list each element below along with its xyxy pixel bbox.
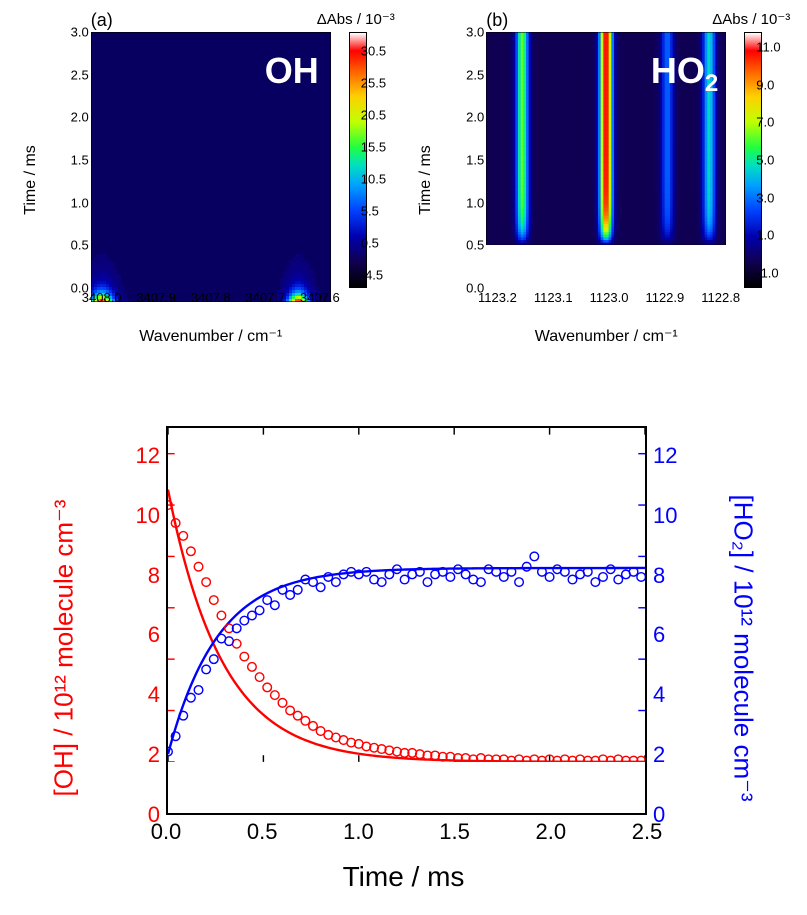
panel-a-label: (a): [91, 10, 113, 31]
heatmap-plot-b: HO2: [486, 32, 726, 288]
bottom-yticks-left: 024681012: [100, 426, 160, 815]
panel-a-xlabel: Wavenumber / cm⁻¹: [139, 326, 282, 346]
panel-b-cbar-title: ΔAbs / 10⁻³: [712, 10, 790, 28]
panel-b-xticks: 1123.21123.11123.01122.91122.8: [486, 290, 726, 308]
bottom-yticks-right: 024681012: [653, 426, 713, 815]
bottom-xlabel: Time / ms: [343, 861, 465, 893]
panel-a-yticks: 0.00.51.01.52.02.53.0: [59, 32, 89, 288]
panel-b-yticks: 0.00.51.01.52.02.53.0: [454, 32, 484, 288]
panel-b-ylabel: Time / ms: [417, 145, 435, 215]
panel-a-cbar-title: ΔAbs / 10⁻³: [317, 10, 395, 28]
panel-a-ylabel: Time / ms: [22, 145, 40, 215]
heatmap-panel-b: (b) ΔAbs / 10⁻³ HO2 -1.01.03.05.07.09.01…: [406, 10, 796, 350]
plot-area: [166, 426, 647, 815]
bottom-ylabel-right: [HO₂] / 10¹² molecule cm⁻³: [728, 494, 759, 801]
top-row: (a) ΔAbs / 10⁻³ OH -4.50.55.510.515.520.…: [0, 0, 807, 360]
heatmap-svg-a: [91, 32, 331, 302]
panel-b-xlabel: Wavenumber / cm⁻¹: [535, 326, 678, 346]
kinetics-plot: 0.00.51.01.52.02.5 024681012 024681012 T…: [60, 400, 747, 895]
heatmap-svg-b: [486, 32, 726, 245]
panel-b-label: (b): [486, 10, 508, 31]
bottom-ylabel-left: [OH] / 10¹² molecule cm⁻³: [49, 499, 80, 796]
heatmap-panel-a: (a) ΔAbs / 10⁻³ OH -4.50.55.510.515.520.…: [11, 10, 401, 350]
kinetics-svg: [168, 428, 645, 762]
heatmap-plot-a: OH: [91, 32, 331, 288]
colorbar-b: -1.01.03.05.07.09.011.0: [744, 32, 762, 288]
figure-container: (a) ΔAbs / 10⁻³ OH -4.50.55.510.515.520.…: [0, 0, 807, 915]
panel-a-xticks: 3408.03407.93407.83407.73407.6: [91, 290, 331, 308]
bottom-xticks: 0.00.51.01.52.02.5: [166, 819, 647, 847]
colorbar-a: -4.50.55.510.515.520.525.530.5: [349, 32, 367, 288]
